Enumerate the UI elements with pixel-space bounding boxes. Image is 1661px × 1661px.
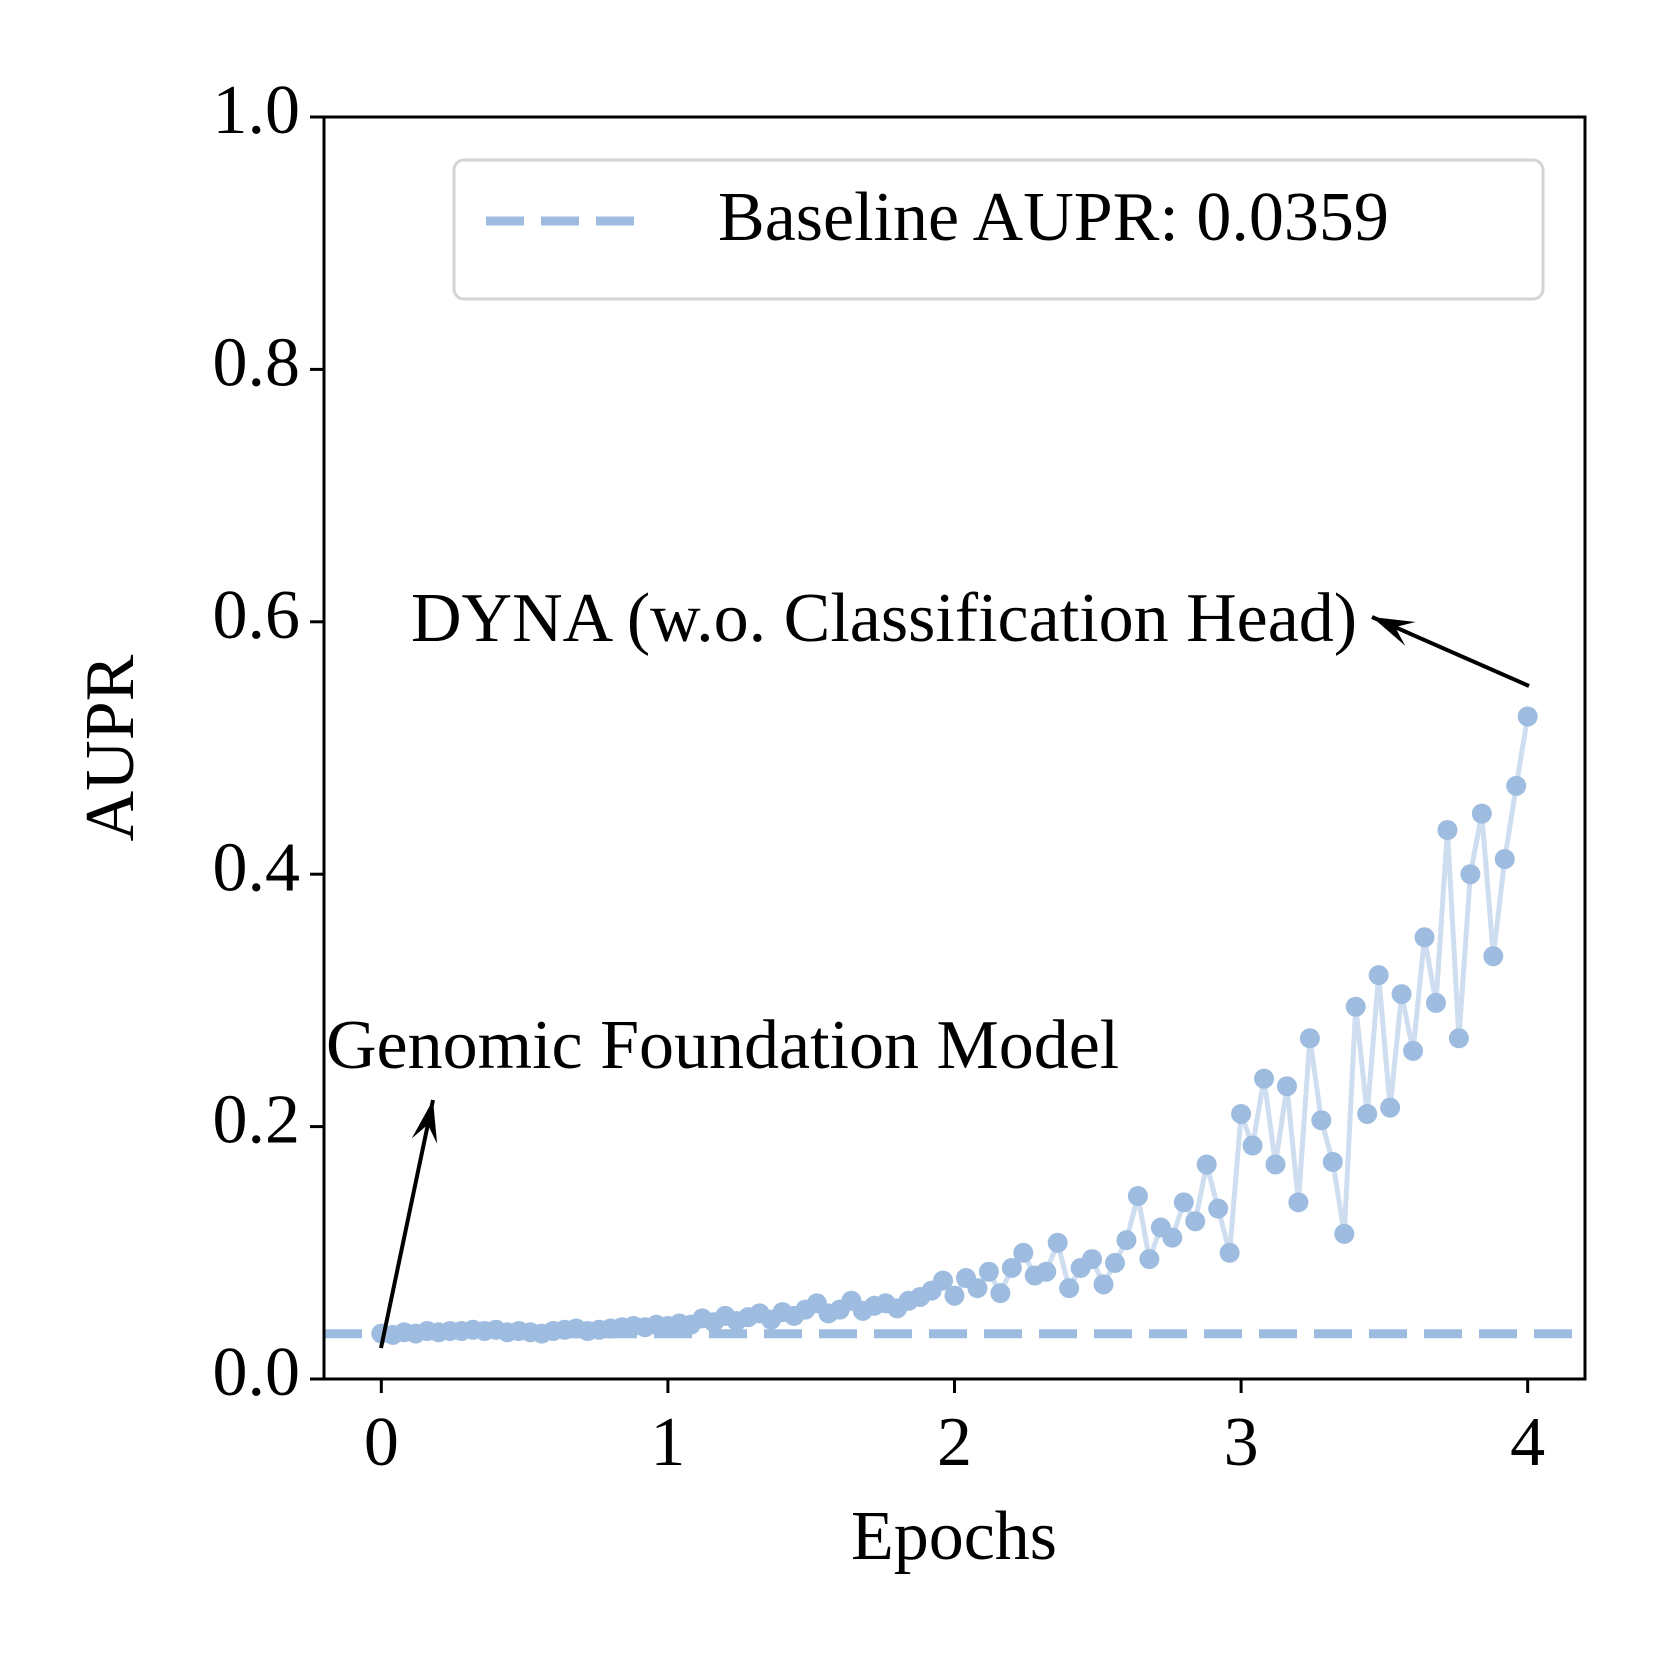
- data-point: [1104, 1252, 1125, 1273]
- data-point: [1311, 1110, 1332, 1131]
- data-point: [1116, 1230, 1137, 1251]
- data-point: [1013, 1242, 1034, 1263]
- data-point: [1162, 1227, 1183, 1248]
- data-point: [1322, 1151, 1343, 1172]
- x-tick-label: 0: [364, 1404, 399, 1481]
- annotation-arrow: [379, 1099, 435, 1349]
- data-point: [1265, 1154, 1286, 1175]
- data-point: [1334, 1223, 1355, 1244]
- data-point: [1483, 946, 1504, 967]
- data-point: [933, 1270, 954, 1291]
- data-point: [1288, 1192, 1309, 1213]
- data-point: [967, 1278, 988, 1299]
- data-point: [1127, 1186, 1148, 1207]
- data-point: [1460, 864, 1481, 885]
- data-point: [1173, 1192, 1194, 1213]
- y-tick-label: 0.0: [213, 1334, 301, 1411]
- data-point: [1059, 1278, 1080, 1299]
- legend-label: Baseline AUPR: 0.0359: [718, 179, 1389, 256]
- data-point: [1425, 992, 1446, 1013]
- data-point: [1380, 1097, 1401, 1118]
- x-tick-label: 2: [937, 1404, 972, 1481]
- data-point: [1047, 1232, 1068, 1253]
- data-point: [1299, 1028, 1320, 1049]
- data-point: [1494, 849, 1515, 870]
- plot-frame: [322, 115, 1587, 1381]
- data-point: [1403, 1040, 1424, 1061]
- data-point: [1242, 1135, 1263, 1156]
- annotation: DYNA (w.o. Classification Head): [411, 580, 1357, 657]
- data-point: [1414, 927, 1435, 948]
- data-point: [1345, 996, 1366, 1017]
- annotation-arrow: [1371, 615, 1530, 688]
- data-point: [1437, 820, 1458, 841]
- x-tick-label: 1: [650, 1404, 685, 1481]
- y-tick-label: 0.4: [213, 829, 301, 906]
- y-tick-label: 0.2: [213, 1082, 301, 1159]
- y-axis-label: AUPR: [72, 654, 149, 841]
- data-point: [1368, 965, 1389, 986]
- data-point: [978, 1261, 999, 1282]
- data-point: [1391, 984, 1412, 1005]
- x-axis-label: Epochs: [851, 1498, 1057, 1575]
- x-tick-label: 4: [1510, 1404, 1545, 1481]
- data-point: [1517, 706, 1538, 727]
- data-point: [1139, 1249, 1160, 1270]
- data-point: [1001, 1257, 1022, 1278]
- y-tick-label: 0.6: [213, 577, 301, 654]
- data-point: [990, 1283, 1011, 1304]
- data-point: [1276, 1076, 1297, 1097]
- data-point: [1196, 1154, 1217, 1175]
- data-point: [1036, 1261, 1057, 1282]
- legend-box: [452, 158, 1545, 301]
- annotation-arrow-head: [1372, 617, 1416, 646]
- y-tick-label: 0.8: [213, 324, 301, 401]
- data-point: [1231, 1103, 1252, 1124]
- data-point: [1219, 1242, 1240, 1263]
- data-point: [1471, 803, 1492, 824]
- data-point: [1506, 775, 1527, 796]
- data-point: [944, 1285, 965, 1306]
- y-tick-label: 1.0: [213, 72, 301, 149]
- data-point: [1208, 1198, 1229, 1219]
- x-tick-label: 3: [1224, 1404, 1259, 1481]
- data-point: [1357, 1103, 1378, 1124]
- data-point: [1185, 1211, 1206, 1232]
- data-point: [1254, 1068, 1275, 1089]
- annotation: Genomic Foundation Model: [326, 1007, 1119, 1084]
- data-point: [1093, 1274, 1114, 1295]
- data-point: [1082, 1249, 1103, 1270]
- annotation-arrow-head: [411, 1100, 438, 1144]
- data-point: [1448, 1028, 1469, 1049]
